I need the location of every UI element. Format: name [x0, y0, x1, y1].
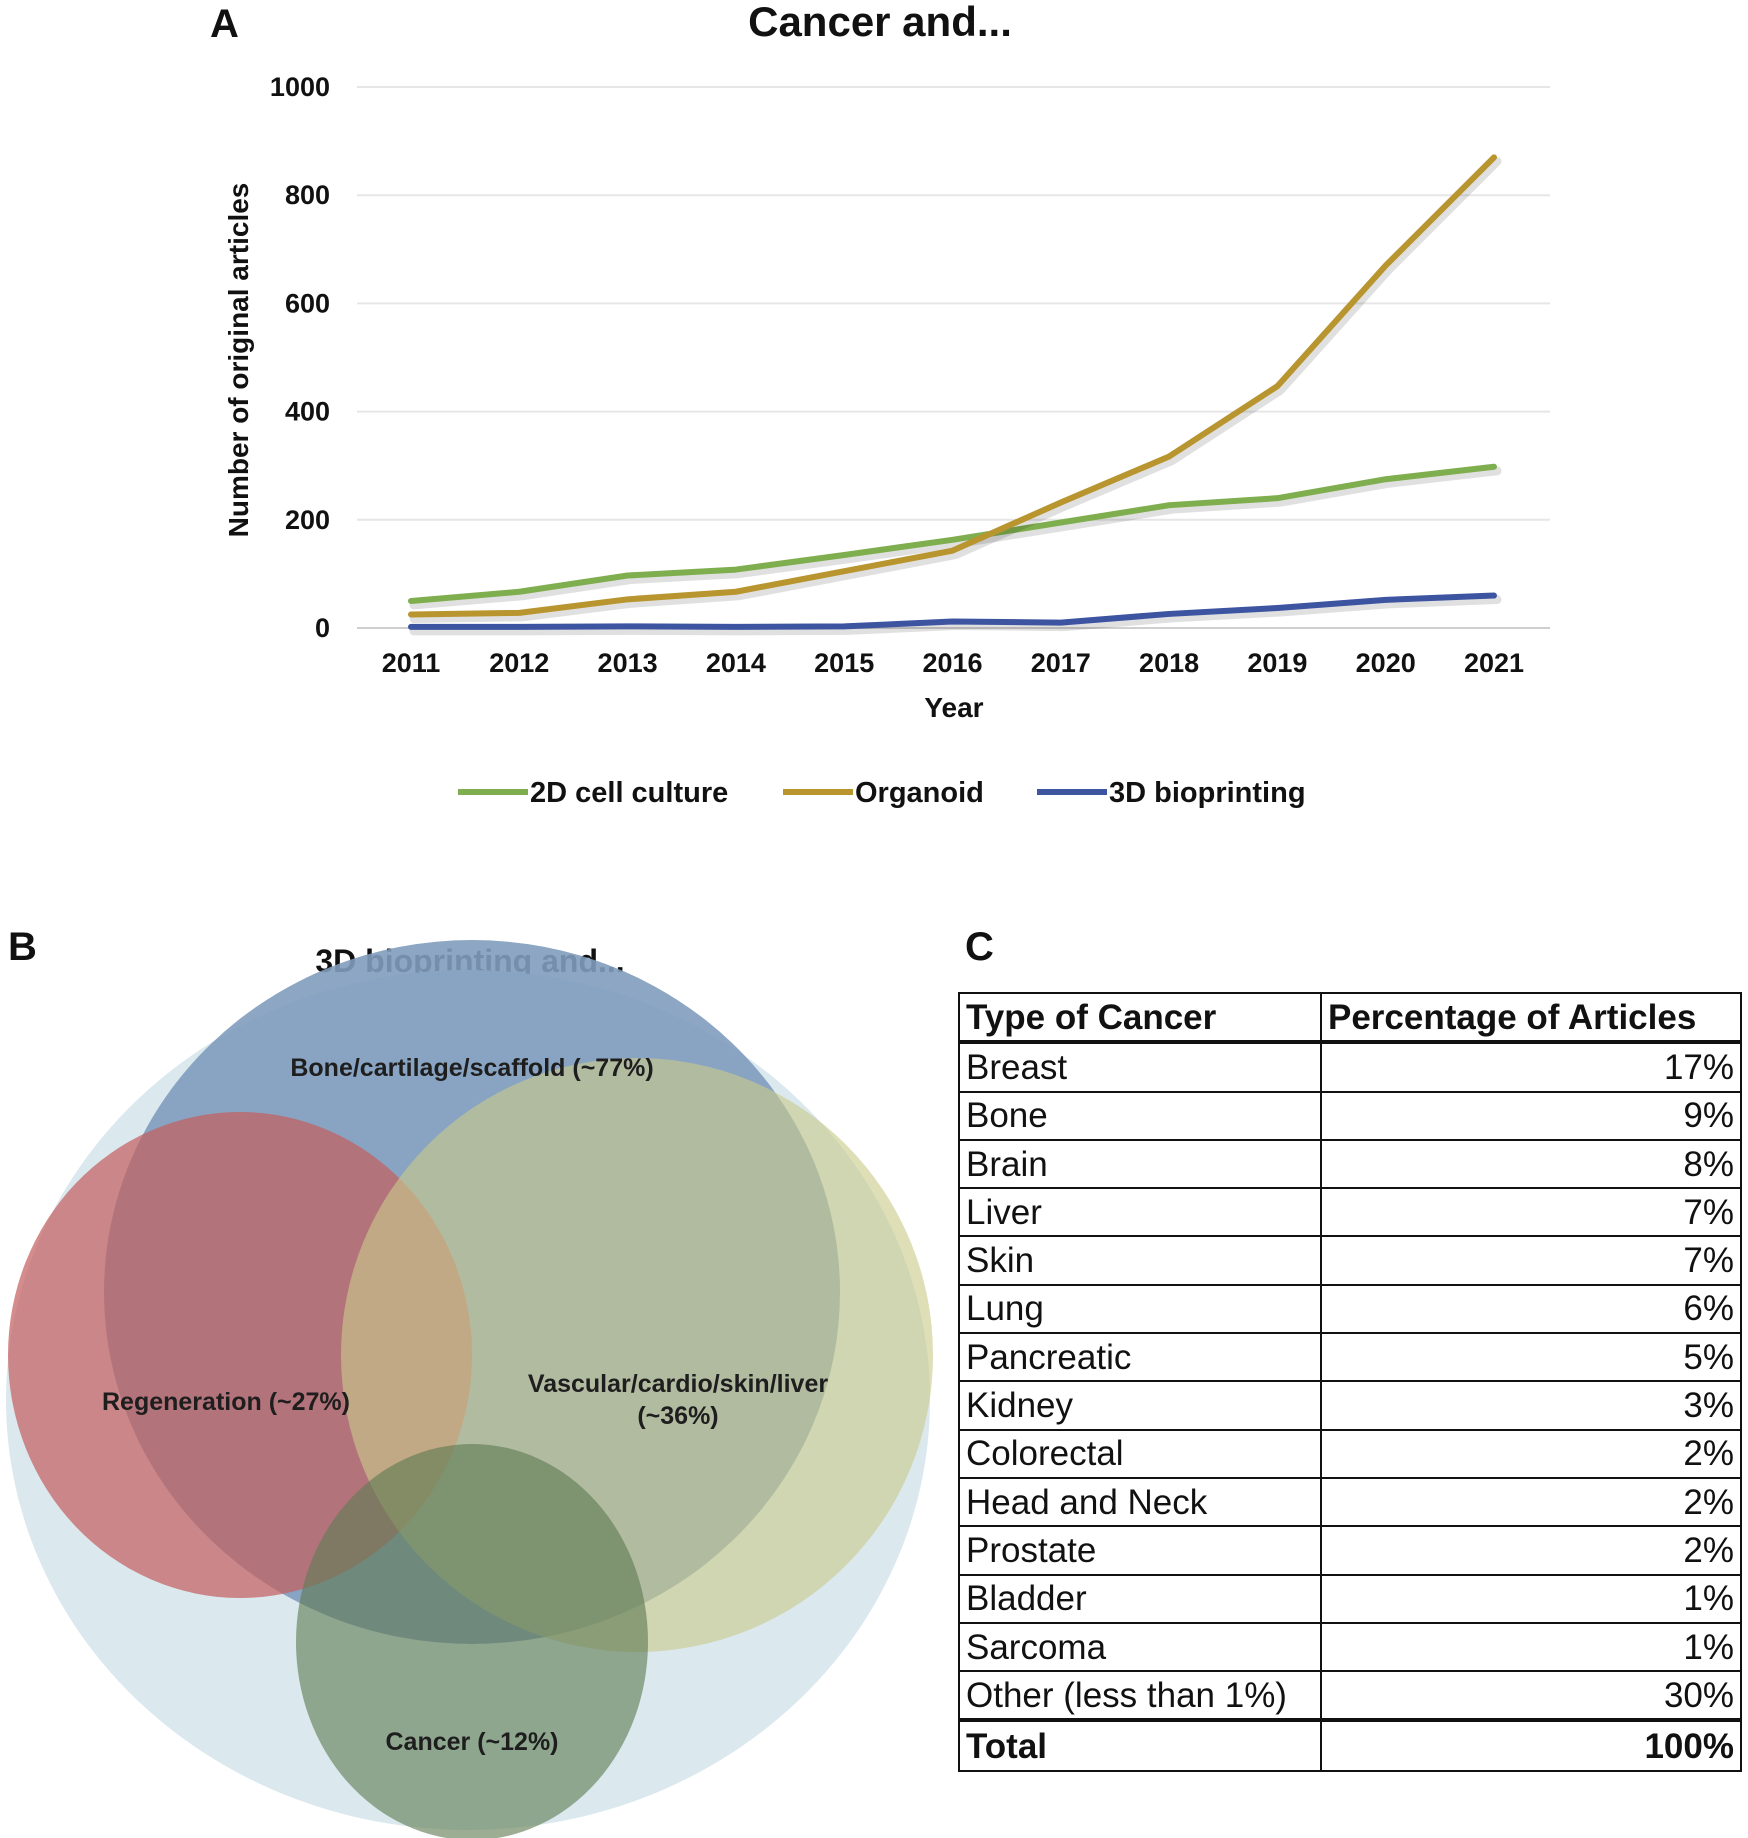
table-row: Skin 7%: [958, 1235, 1742, 1286]
percentage-cell: 2%: [1320, 1525, 1742, 1576]
series-line: [408, 592, 1497, 630]
percentage-cell: 6%: [1320, 1283, 1742, 1335]
table-row: Sarcoma 1%: [958, 1621, 1742, 1673]
table-header-row: Type of Cancer Percentage of Articles: [958, 991, 1742, 1045]
cancer-type-cell: Kidney: [958, 1380, 1322, 1431]
y-tick-labels: 0 200 400 600 800 1000: [270, 72, 330, 643]
legend-entry: Organoid: [855, 777, 984, 809]
cancer-type-cell: Brain: [958, 1138, 1322, 1190]
legend-entry: 2D cell culture: [530, 777, 728, 809]
percentage-cell: 30%: [1320, 1670, 1742, 1722]
cancer-type-cell: Liver: [958, 1187, 1322, 1238]
x-tick-label: 2011: [382, 648, 441, 678]
cancer-type-cell: Bone: [958, 1090, 1322, 1141]
series-line: [408, 154, 1497, 618]
percentage-cell: 5%: [1320, 1332, 1742, 1383]
cancer-types-table: Type of Cancer Percentage of Articles Br…: [958, 991, 1742, 1773]
table-row: Bladder 1%: [958, 1573, 1742, 1624]
cancer-type-cell: Lung: [958, 1283, 1322, 1335]
table-header-type: Type of Cancer: [958, 991, 1322, 1045]
table-total-label: Total: [958, 1718, 1322, 1773]
panel-label-c: C: [965, 925, 994, 969]
table-row: Head and Neck 2%: [958, 1476, 1742, 1528]
percentage-cell: 2%: [1320, 1476, 1742, 1528]
table-body: Breast 17% Bone 9% Brain 8% Liver 7% Skin 7% Lung 6…: [958, 1041, 1742, 1722]
cancer-type-cell: Prostate: [958, 1525, 1322, 1576]
series-line-shadow: [409, 156, 1502, 623]
y-tick-label: 600: [285, 288, 330, 318]
series-line-shadow: [409, 595, 1502, 636]
cancer-type-cell: Sarcoma: [958, 1621, 1322, 1673]
percentage-cell: 9%: [1320, 1090, 1742, 1141]
percentage-cell: 8%: [1320, 1138, 1742, 1190]
cancer-type-cell: Other (less than 1%): [958, 1670, 1322, 1722]
legend-entry: 3D bioprinting: [1109, 777, 1306, 809]
table-row: Brain 8%: [958, 1138, 1742, 1190]
venn-circle-regeneration: [8, 1112, 472, 1598]
x-axis-label: Year: [924, 692, 983, 723]
y-tick-label: 200: [285, 505, 330, 535]
table-row: Liver 7%: [958, 1187, 1742, 1238]
percentage-cell: 2%: [1320, 1428, 1742, 1479]
cancer-type-cell: Pancreatic: [958, 1332, 1322, 1383]
y-axis-label: Number of original articles: [223, 183, 254, 538]
table-total-row: Total 100%: [958, 1718, 1742, 1773]
percentage-cell: 17%: [1320, 1041, 1742, 1093]
x-tick-label: 2015: [814, 648, 874, 678]
percentage-cell: 1%: [1320, 1573, 1742, 1624]
y-tick-label: 400: [285, 397, 330, 427]
table-row: Prostate 2%: [958, 1525, 1742, 1576]
venn-label-bone: Bone/cartilage/scaffold (~77%): [290, 1054, 653, 1082]
panel-label-b: B: [8, 925, 37, 969]
cancer-type-cell: Skin: [958, 1235, 1322, 1286]
table-row: Colorectal 2%: [958, 1428, 1742, 1479]
venn-label-cancer: Cancer (~12%): [386, 1728, 559, 1756]
table-header-percentage: Percentage of Articles: [1320, 991, 1742, 1045]
chart-title: Cancer and...: [748, 0, 1012, 45]
table-total-value: 100%: [1320, 1718, 1742, 1773]
cancer-type-cell: Breast: [958, 1041, 1322, 1093]
x-tick-label: 2021: [1464, 648, 1524, 678]
y-tick-label: 800: [285, 180, 330, 210]
series-lines: [408, 154, 1502, 636]
x-tick-labels: 2011 2012 2013 2014 2015 2016 2017 2018 2019 2020…: [382, 648, 1524, 678]
percentage-cell: 3%: [1320, 1380, 1742, 1431]
y-tick-label: 1000: [270, 72, 330, 102]
series-line: [408, 463, 1497, 604]
x-tick-label: 2014: [706, 648, 766, 678]
x-tick-label: 2016: [922, 648, 982, 678]
table-row: Pancreatic 5%: [958, 1332, 1742, 1383]
x-tick-label: 2020: [1356, 648, 1416, 678]
y-tick-label: 0: [315, 613, 330, 643]
percentage-cell: 7%: [1320, 1235, 1742, 1286]
cancer-type-cell: Colorectal: [958, 1428, 1322, 1479]
cancer-type-cell: Bladder: [958, 1573, 1322, 1624]
panel-label-a: A: [210, 2, 239, 46]
x-tick-label: 2017: [1031, 648, 1091, 678]
venn-label-regeneration: Regeneration (~27%): [102, 1388, 350, 1416]
x-tick-label: 2012: [489, 648, 549, 678]
cancer-type-cell: Head and Neck: [958, 1476, 1322, 1528]
table-row: Lung 6%: [958, 1283, 1742, 1335]
series-line-shadow: [409, 466, 1502, 610]
legend: 2D cell culture Organoid 3D bioprinting: [458, 777, 1306, 809]
venn-label-vascular-line2: (~36%): [637, 1402, 718, 1430]
table-row: Breast 17%: [958, 1041, 1742, 1093]
table-row: Other (less than 1%) 30%: [958, 1670, 1742, 1722]
venn-diagram: 3D bioprinting and... Bone/cartilage/sca…: [6, 940, 933, 1838]
venn-label-vascular-line1: Vascular/cardio/skin/liver: [528, 1370, 828, 1398]
line-chart: Cancer and... 0 200 400 600 800 1000 2011 2012…: [223, 0, 1550, 809]
x-tick-label: 2019: [1247, 648, 1307, 678]
venn-circle-cancer: [296, 1444, 648, 1838]
percentage-cell: 7%: [1320, 1187, 1742, 1238]
x-tick-label: 2018: [1139, 648, 1199, 678]
x-tick-label: 2013: [598, 648, 658, 678]
table-row: Bone 9%: [958, 1090, 1742, 1141]
table-row: Kidney 3%: [958, 1380, 1742, 1431]
percentage-cell: 1%: [1320, 1621, 1742, 1673]
